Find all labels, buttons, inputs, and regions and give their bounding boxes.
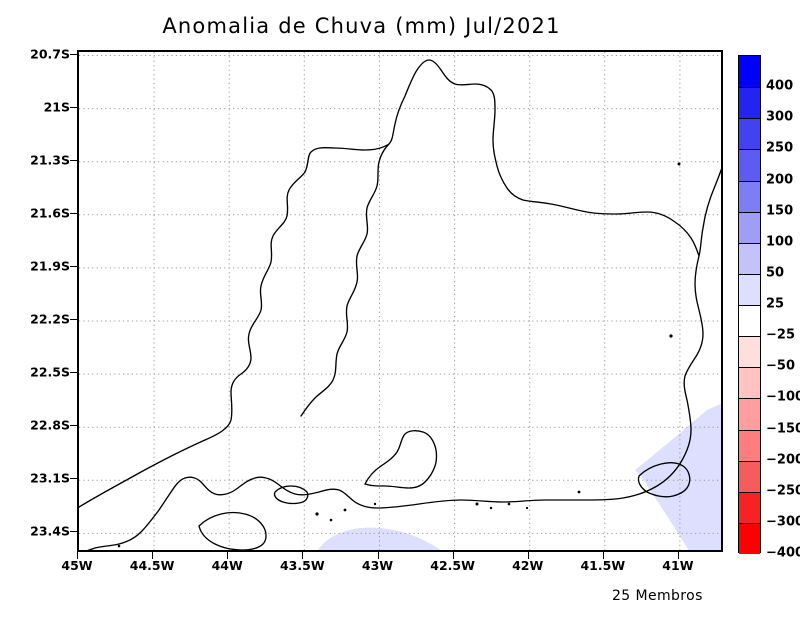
colorbar-label: 200: [766, 172, 794, 187]
y-tick-mark: [70, 106, 77, 108]
colorbar-label: −100: [766, 389, 800, 405]
guanabara-bay: [364, 430, 438, 489]
x-tick-mark: [377, 552, 379, 559]
x-tick-label: 42.5W: [430, 558, 475, 573]
colorbar-band: [739, 491, 760, 523]
y-tick-label: 23.4S: [30, 523, 70, 539]
x-tick-label: 41.5W: [580, 558, 626, 573]
y-tick-label: 21S: [43, 99, 70, 115]
colorbar-band: [739, 305, 760, 337]
colorbar-label: −150: [766, 421, 800, 436]
colorbar-label: 250: [766, 140, 794, 156]
ilha-grande: [198, 511, 267, 550]
x-tick-mark: [677, 552, 679, 559]
colorbar-band: [739, 56, 760, 88]
state-border-north-jag: [300, 143, 390, 417]
map-plot-area: [77, 50, 723, 552]
colorbar-label: 25: [766, 296, 785, 312]
colorbar-band: [739, 211, 760, 243]
coastal-islets: [117, 162, 681, 548]
x-tick-mark: [452, 552, 454, 559]
y-tick-label: 21.6S: [30, 205, 70, 221]
colorbar-band: [739, 180, 760, 212]
colorbar-label: −200: [766, 452, 800, 468]
state-boundary-and-coast: [79, 59, 721, 550]
colorbar-band: [739, 336, 760, 368]
chart-title: Anomalia de Chuva (mm) Jul/2021: [162, 14, 561, 38]
x-tick-mark: [302, 552, 304, 559]
colorbar-label: 400: [766, 78, 794, 94]
colorbar-band: [739, 149, 760, 181]
x-tick-label: 44.5W: [129, 558, 175, 573]
x-tick-label: 45W: [61, 558, 93, 573]
colorbar-label: −250: [766, 483, 800, 499]
x-tick-mark: [527, 552, 529, 559]
colorbar-label: −50: [766, 358, 795, 374]
y-tick-mark: [70, 265, 77, 267]
colorbar-label: 300: [766, 109, 794, 125]
y-tick-mark: [70, 478, 77, 480]
x-tick-label: 41W: [662, 558, 694, 573]
y-tick-label: 22.8S: [30, 417, 70, 433]
y-tick-mark: [70, 159, 77, 161]
x-tick-mark: [152, 552, 154, 559]
y-tick-mark: [70, 531, 77, 533]
colorbar-band: [739, 118, 760, 150]
rio-de-janeiro-outline: [79, 59, 721, 550]
colorbar-label: 100: [766, 234, 794, 250]
members-caption: 25 Membros: [612, 588, 703, 604]
colorbar-band: [739, 87, 760, 119]
anomaly-region-south: [317, 527, 441, 550]
colorbar-band: [739, 242, 760, 274]
colorbar-band: [739, 429, 760, 461]
map-svg: [79, 52, 721, 550]
colorbar-band: [739, 522, 760, 554]
colorbar-label: −400: [766, 545, 800, 561]
x-tick-mark: [77, 552, 78, 559]
gridlines: [79, 52, 721, 550]
anomaly-shading-layer: [317, 403, 721, 550]
x-tick-mark: [602, 552, 604, 559]
y-tick-label: 21.3S: [30, 152, 70, 168]
y-tick-label: 20.7S: [30, 46, 70, 61]
x-tick-label: 42W: [512, 558, 544, 573]
colorbar-band: [739, 460, 760, 492]
y-tick-label: 23.1S: [30, 470, 70, 486]
colorbar-label: −300: [766, 514, 800, 530]
y-tick-mark: [70, 319, 77, 320]
x-tick-label: 44W: [211, 558, 243, 573]
colorbar-label: 50: [766, 265, 785, 281]
anomaly-region-southeast: [635, 403, 721, 550]
y-tick-label: 22.2S: [30, 311, 70, 327]
cabo-frio-cape: [637, 462, 691, 498]
colorbar-band: [739, 367, 760, 399]
colorbar-band: [739, 273, 760, 305]
x-tick-label: 43W: [361, 558, 394, 573]
y-tick-mark: [70, 425, 77, 427]
y-tick-label: 21.9S: [30, 258, 70, 274]
y-tick-label: 22.5S: [30, 364, 70, 380]
y-tick-mark: [70, 212, 77, 214]
y-tick-mark: [70, 372, 77, 374]
x-tick-label: 43.5W: [279, 558, 325, 573]
colorbar-band: [739, 398, 760, 430]
y-tick-mark: [70, 53, 77, 55]
colorbar-label: −25: [766, 327, 795, 343]
colorbar-label: 150: [766, 203, 794, 219]
x-tick-mark: [227, 552, 229, 559]
colorbar: [738, 55, 761, 554]
sepetiba-islands: [273, 485, 309, 505]
